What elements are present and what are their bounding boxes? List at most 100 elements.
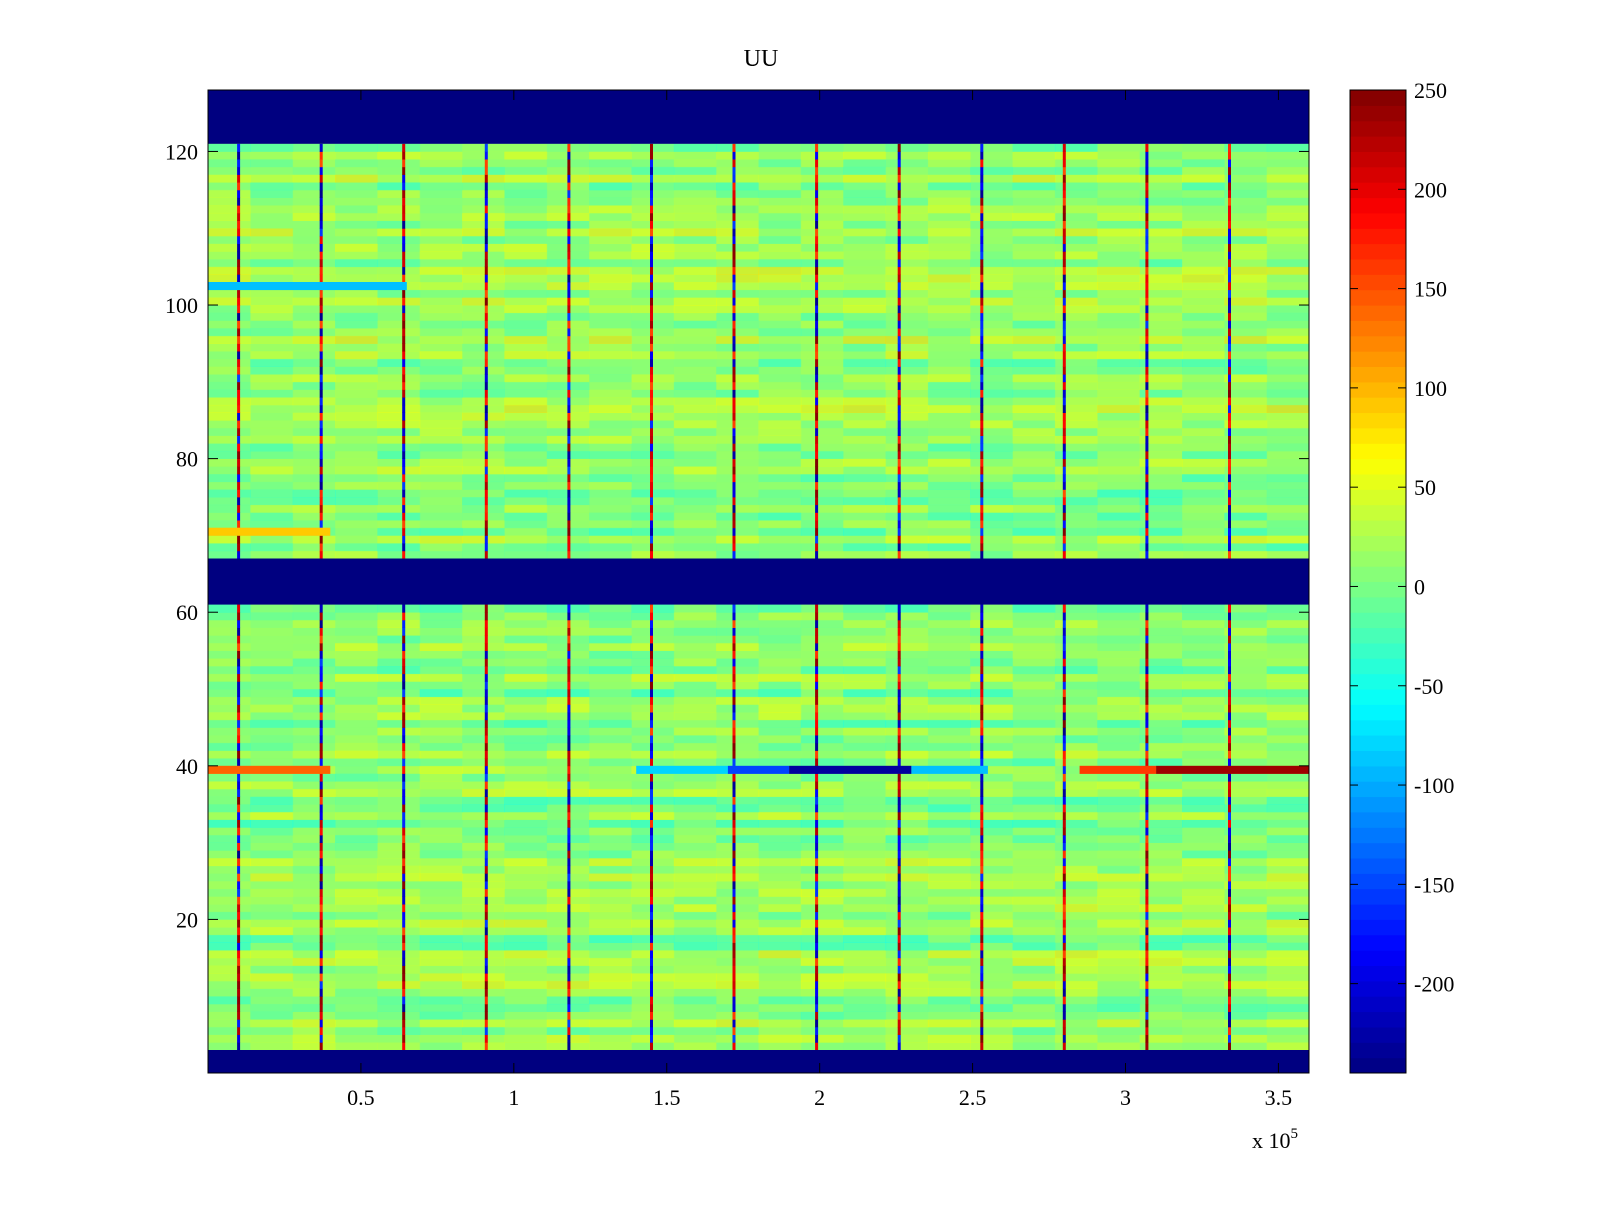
heatmap-texture-cell bbox=[377, 504, 421, 513]
heatmap-texture-cell bbox=[970, 189, 1014, 198]
heatmap-texture-cell bbox=[335, 965, 378, 974]
heatmap-spike-cell bbox=[815, 604, 819, 613]
heatmap-texture-cell bbox=[1266, 366, 1309, 375]
heatmap-spike-cell bbox=[732, 220, 736, 229]
heatmap-texture-cell bbox=[1012, 182, 1056, 191]
heatmap-spike-cell bbox=[980, 520, 984, 529]
heatmap-spike-cell bbox=[319, 1042, 323, 1051]
heatmap-texture-cell bbox=[504, 742, 548, 751]
heatmap-texture-cell bbox=[1054, 243, 1098, 252]
heatmap-texture-cell bbox=[335, 235, 378, 244]
heatmap-spike-cell bbox=[980, 1042, 984, 1051]
heatmap-spike-cell bbox=[815, 681, 819, 690]
heatmap-texture-cell bbox=[673, 773, 717, 782]
heatmap-texture-cell bbox=[970, 435, 1014, 444]
heatmap-texture-cell bbox=[1139, 197, 1183, 206]
heatmap-texture-cell bbox=[970, 689, 1014, 698]
colorbar-band bbox=[1350, 1026, 1406, 1043]
heatmap-spike-cell bbox=[732, 335, 736, 344]
heatmap-texture-cell bbox=[589, 358, 632, 367]
heatmap-spike-cell bbox=[237, 973, 241, 982]
heatmap-texture-cell bbox=[504, 266, 548, 275]
heatmap-texture-cell bbox=[1097, 642, 1141, 651]
heatmap-spike-cell bbox=[1145, 888, 1149, 897]
heatmap-texture-cell bbox=[504, 427, 548, 436]
heatmap-texture-cell bbox=[462, 689, 505, 698]
heatmap-spike-cell bbox=[815, 658, 819, 667]
heatmap-texture-cell bbox=[504, 474, 548, 483]
heatmap-texture-cell bbox=[589, 758, 632, 767]
heatmap-texture-cell bbox=[589, 811, 632, 820]
heatmap-texture-cell bbox=[800, 182, 844, 191]
heatmap-texture-cell bbox=[377, 850, 421, 859]
heatmap-texture-cell bbox=[1224, 735, 1268, 744]
heatmap-spike-cell bbox=[567, 773, 571, 782]
heatmap-texture-cell bbox=[1012, 658, 1056, 667]
heatmap-texture-cell bbox=[970, 166, 1014, 175]
heatmap-spike-cell bbox=[980, 504, 984, 513]
heatmap-texture-cell bbox=[970, 773, 1014, 782]
heatmap-spike-cell bbox=[980, 312, 984, 321]
heatmap-spike-cell bbox=[980, 535, 984, 544]
heatmap-spike-cell bbox=[1062, 143, 1066, 152]
heatmap-texture-cell bbox=[843, 742, 887, 751]
heatmap-texture-cell bbox=[673, 235, 717, 244]
heatmap-texture-cell bbox=[335, 512, 378, 521]
heatmap-texture-cell bbox=[927, 804, 971, 813]
heatmap-texture-cell bbox=[250, 151, 294, 160]
heatmap-texture-cell bbox=[504, 320, 548, 329]
heatmap-texture-cell bbox=[716, 351, 760, 360]
heatmap-spike-cell bbox=[650, 1026, 653, 1035]
heatmap-texture-cell bbox=[292, 174, 336, 183]
heatmap-texture-cell bbox=[377, 1042, 421, 1051]
heatmap-texture-cell bbox=[419, 957, 463, 966]
heatmap-texture-cell bbox=[885, 489, 929, 498]
heatmap-spike-cell bbox=[319, 788, 323, 797]
heatmap-spike-cell bbox=[732, 512, 736, 521]
heatmap-spike-cell bbox=[732, 719, 736, 728]
heatmap-texture-cell bbox=[589, 888, 632, 897]
heatmap-texture-cell bbox=[1224, 658, 1268, 667]
heatmap-spike-cell bbox=[237, 351, 241, 360]
heatmap-texture-cell bbox=[208, 896, 251, 905]
heatmap-spike-cell bbox=[237, 412, 241, 421]
heatmap-spike-cell bbox=[237, 182, 241, 191]
heatmap-texture-cell bbox=[335, 850, 378, 859]
heatmap-spike-cell bbox=[1145, 266, 1149, 275]
heatmap-texture-cell bbox=[927, 934, 971, 943]
heatmap-texture-cell bbox=[843, 681, 887, 690]
heatmap-spike-cell bbox=[1228, 404, 1231, 413]
heatmap-texture-cell bbox=[419, 996, 463, 1005]
heatmap-texture-cell bbox=[970, 804, 1014, 813]
heatmap-texture-cell bbox=[589, 535, 632, 544]
heatmap-spike-cell bbox=[402, 1011, 406, 1020]
heatmap-texture-cell bbox=[843, 235, 887, 244]
heatmap-spike-cell bbox=[1228, 328, 1231, 337]
heatmap-texture-cell bbox=[1012, 381, 1056, 390]
heatmap-spike-cell bbox=[1145, 666, 1149, 675]
heatmap-spike-cell bbox=[815, 942, 819, 951]
heatmap-texture-cell bbox=[462, 804, 505, 813]
heatmap-texture-cell bbox=[843, 489, 887, 498]
heatmap-texture-cell bbox=[1054, 735, 1098, 744]
heatmap-texture-cell bbox=[673, 358, 717, 367]
heatmap-spike-cell bbox=[567, 543, 571, 552]
heatmap-spike-cell bbox=[980, 404, 984, 413]
heatmap-spike-cell bbox=[897, 819, 901, 828]
heatmap-texture-cell bbox=[970, 696, 1014, 705]
heatmap-spike-cell bbox=[1228, 919, 1231, 928]
heatmap-spike-cell bbox=[1145, 827, 1149, 836]
heatmap-texture-cell bbox=[885, 604, 929, 613]
heatmap-spike-cell bbox=[1228, 205, 1231, 214]
heatmap-texture-cell bbox=[1012, 911, 1056, 920]
heatmap-texture-cell bbox=[673, 404, 717, 413]
heatmap-texture-cell bbox=[208, 673, 251, 682]
heatmap-texture-cell bbox=[1182, 904, 1225, 913]
heatmap-spike-cell bbox=[897, 635, 901, 644]
heatmap-texture-cell bbox=[377, 312, 421, 321]
colorbar-band bbox=[1350, 996, 1406, 1013]
heatmap-row-feature bbox=[727, 765, 790, 774]
heatmap-spike-cell bbox=[815, 965, 819, 974]
heatmap-spike-cell bbox=[650, 896, 653, 905]
heatmap-texture-cell bbox=[1012, 888, 1056, 897]
